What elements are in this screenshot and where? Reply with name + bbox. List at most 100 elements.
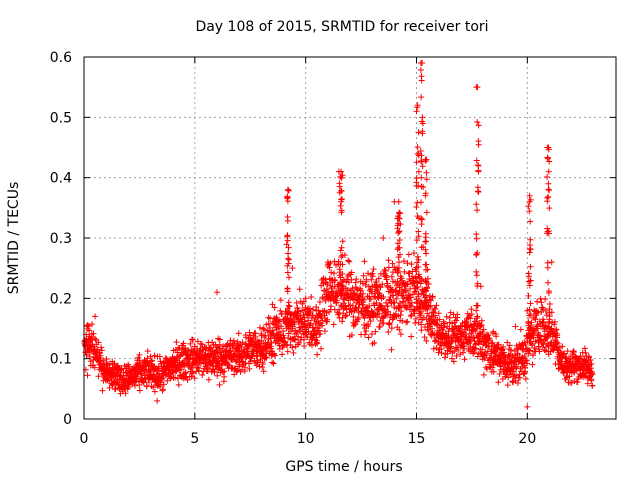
data-point [478,317,485,324]
data-point [103,367,110,374]
data-point [106,384,113,391]
data-point [390,292,397,299]
data-point [475,141,482,148]
data-point [418,290,425,297]
data-point [338,175,345,182]
data-point [94,346,101,353]
data-point [362,281,369,288]
data-point [140,379,147,386]
data-point [125,383,132,390]
data-point [415,273,422,280]
data-point [254,357,261,364]
data-point [285,244,292,251]
data-point [418,152,425,159]
data-point [375,289,382,296]
data-point [455,346,462,353]
data-point [568,379,575,386]
data-point [525,203,532,210]
data-point [160,359,167,366]
data-point [327,296,334,303]
data-point [514,351,521,358]
data-point [160,386,167,393]
data-point [586,367,593,374]
data-point [154,397,161,404]
data-point [284,262,291,269]
data-point [268,339,275,346]
data-point [423,250,430,257]
data-point [348,308,355,315]
data-point [474,184,481,191]
data-point [422,267,429,274]
data-point [360,272,367,279]
data-point [92,335,99,342]
data-point [335,168,342,175]
data-point [96,361,103,368]
data-point [406,291,413,298]
x-tick-label: 5 [190,431,199,447]
data-point [383,274,390,281]
data-point [420,183,427,190]
data-point [423,337,430,344]
data-point [428,321,435,328]
data-point [342,313,349,320]
data-point [387,311,394,318]
data-point [526,208,533,215]
y-tick-label: 0.3 [50,231,72,247]
data-point [338,209,345,216]
data-point [475,188,482,195]
data-point [510,379,517,386]
data-point [385,328,392,335]
data-point [544,155,551,162]
data-point [527,300,534,307]
data-point [132,378,139,385]
data-point [421,334,428,341]
data-point [373,299,380,306]
data-point [544,228,551,235]
data-point [150,384,157,391]
data-point [589,371,596,378]
data-point [400,258,407,265]
data-point [544,173,551,180]
data-point [330,321,337,328]
data-point [214,289,220,296]
data-point [136,381,143,388]
data-point [284,288,291,295]
data-point [110,361,117,368]
data-point [474,207,481,214]
data-point [440,324,447,331]
data-point [373,279,380,286]
data-point [396,209,403,216]
data-point [526,192,533,199]
data-point [587,357,594,364]
data-point [98,344,105,351]
data-point [407,313,414,320]
data-point [473,201,480,208]
data-point [155,363,162,370]
data-point [235,330,242,337]
data-points [81,60,596,410]
data-point [279,351,286,358]
data-point [246,365,253,372]
data-point [384,303,391,310]
data-point [327,259,334,266]
data-point [401,268,408,275]
data-point [215,365,222,372]
data-point [367,318,374,325]
data-point [533,309,540,316]
data-point [532,316,539,323]
data-point [396,228,403,235]
data-point [391,198,398,205]
data-point [216,341,223,348]
data-point [338,195,345,202]
data-point [417,147,424,154]
data-point [418,244,425,251]
data-point [488,350,495,357]
data-point [289,265,296,272]
data-point [372,328,379,335]
data-point [532,338,539,345]
data-point [323,286,330,293]
data-point [361,296,368,303]
data-point [363,328,370,335]
data-point [332,276,339,283]
data-point [545,193,552,200]
